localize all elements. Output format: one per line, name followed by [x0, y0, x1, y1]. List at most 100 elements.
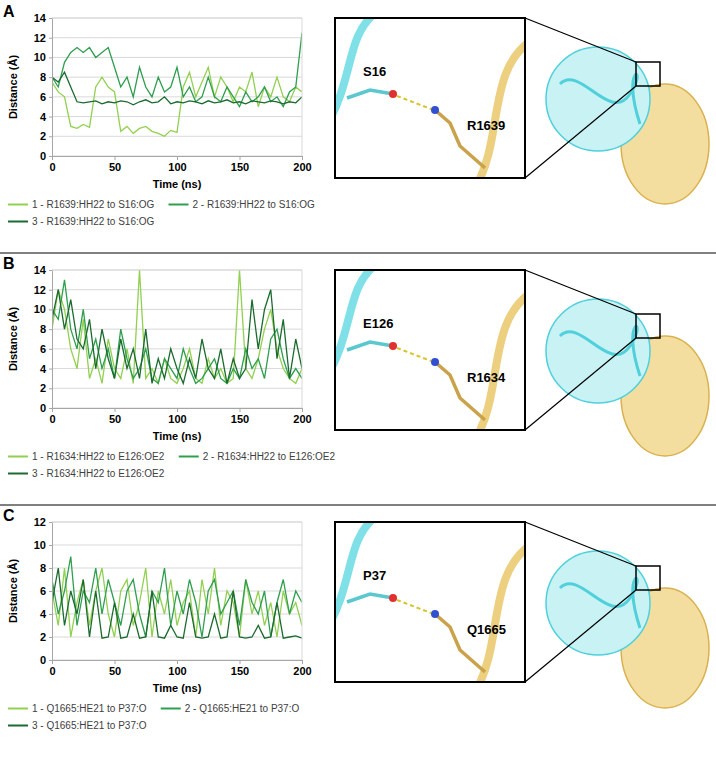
y-tick: 4: [40, 608, 52, 620]
legend-item: 1 - R1639:HH22 to S16:OG: [8, 199, 155, 210]
y-tick: 12: [34, 32, 52, 44]
legend-swatch: [8, 473, 28, 475]
x-tick-label: 50: [109, 413, 121, 425]
grid-line: [52, 57, 302, 58]
legend-label: 1 - R1634:HH22 to E126:OE2: [32, 451, 165, 462]
x-tick-label: 200: [293, 161, 311, 173]
x-tick-label: 150: [231, 161, 249, 173]
y-tick-label: 0: [40, 150, 46, 162]
atom: [389, 594, 397, 602]
zoom-link: [525, 86, 636, 178]
y-tick-mark: [49, 349, 52, 350]
hbond: [397, 348, 431, 361]
grid-line: [52, 96, 302, 97]
x-tick-mark: [302, 408, 303, 412]
y-tick-mark: [49, 660, 52, 661]
y-axis-title: Distance (Å): [7, 559, 19, 624]
y-axis: 024681012: [34, 516, 53, 666]
y-tick-mark: [49, 591, 52, 592]
x-tick-mark: [240, 408, 241, 412]
legend-swatch: [179, 456, 199, 458]
legend-item: 3 - R1634:HH22 to E126:OE2: [8, 468, 165, 479]
series-line: [52, 67, 302, 136]
legend-label: 3 - Q1665:HE21 to P37:O: [32, 720, 147, 731]
panel-label: C: [3, 507, 15, 524]
legend: 1 - R1639:HH22 to S16:OG 2 - R1639:HH22 t…: [8, 199, 315, 227]
gold-ribbon: [475, 542, 525, 682]
legend-label: 2 - Q1665:HE21 to P37:O: [185, 703, 300, 714]
structure-view: P37Q1665: [325, 517, 709, 708]
y-tick: 12: [34, 284, 52, 296]
y-tick-label: 10: [34, 303, 46, 315]
y-tick-mark: [49, 309, 52, 310]
residue-label: P37: [363, 568, 386, 583]
plot-area: [52, 270, 302, 383]
x-tick: 200: [293, 408, 311, 425]
y-tick: 14: [34, 12, 52, 24]
y-tick-mark: [49, 156, 52, 157]
structure-view: S16R1639: [325, 13, 709, 204]
x-tick: 0: [49, 408, 55, 425]
y-tick: 2: [40, 382, 52, 394]
legend-swatch: [8, 204, 28, 206]
y-tick: 8: [40, 71, 52, 83]
x-tick: 150: [231, 156, 249, 173]
series-line: [52, 568, 302, 638]
y-tick: 10: [34, 539, 52, 551]
structure-view: E126R1634: [325, 265, 709, 456]
inset-frame: [335, 522, 525, 682]
grid-line: [52, 289, 302, 290]
y-axis-line: [49, 523, 53, 661]
legend-item: 2 - Q1665:HE21 to P37:O: [161, 703, 300, 714]
x-tick: 150: [231, 660, 249, 677]
x-tick: 150: [231, 408, 249, 425]
x-tick: 100: [168, 660, 186, 677]
panel-label: A: [3, 3, 15, 20]
y-axis-line: [49, 271, 53, 409]
atom: [389, 90, 397, 98]
atom: [389, 342, 397, 350]
x-tick-label: 150: [231, 665, 249, 677]
y-tick-label: 10: [34, 539, 46, 551]
y-tick-mark: [49, 522, 52, 523]
series-line: [52, 290, 302, 384]
y-tick-label: 6: [40, 585, 46, 597]
x-tick-label: 200: [293, 413, 311, 425]
zoom-box: [636, 62, 660, 86]
gold-ribbon: [475, 38, 525, 178]
grid-line: [52, 116, 302, 117]
y-tick: 8: [40, 323, 52, 335]
zoom-link: [525, 522, 636, 566]
x-tick-mark: [115, 408, 116, 412]
grid-line: [52, 77, 302, 78]
x-axis-line: [53, 409, 303, 413]
residue-label: R1639: [467, 118, 505, 133]
legend-label: 1 - Q1665:HE21 to P37:O: [32, 703, 147, 714]
grid: [52, 522, 302, 660]
x-axis-title: Time (ns): [153, 682, 202, 694]
grid-line: [52, 37, 302, 38]
x-axis: 050100150200: [49, 156, 311, 173]
residue-cyan: [347, 90, 393, 98]
y-tick-mark: [49, 97, 52, 98]
y-tick-label: 8: [40, 562, 46, 574]
y-axis-line: [49, 19, 53, 157]
y-tick-label: 4: [40, 608, 47, 620]
y-tick-mark: [49, 270, 52, 271]
x-tick: 100: [168, 408, 186, 425]
grid-line: [52, 136, 302, 137]
plot-frame: [52, 522, 302, 660]
y-tick: 8: [40, 562, 52, 574]
y-tick: 12: [34, 516, 52, 528]
x-tick-label: 100: [168, 665, 186, 677]
legend-item: 1 - Q1665:HE21 to P37:O: [8, 703, 147, 714]
y-tick-mark: [49, 545, 52, 546]
hbond: [397, 96, 431, 109]
legend-swatch: [161, 708, 181, 710]
zoom-link: [525, 590, 636, 682]
zoom-box: [636, 314, 660, 338]
y-tick-label: 2: [40, 631, 46, 643]
series-line: [52, 72, 302, 105]
y-tick-label: 2: [40, 130, 46, 142]
legend-label: 2 - R1639:HH22 to S16:OG: [193, 199, 316, 210]
